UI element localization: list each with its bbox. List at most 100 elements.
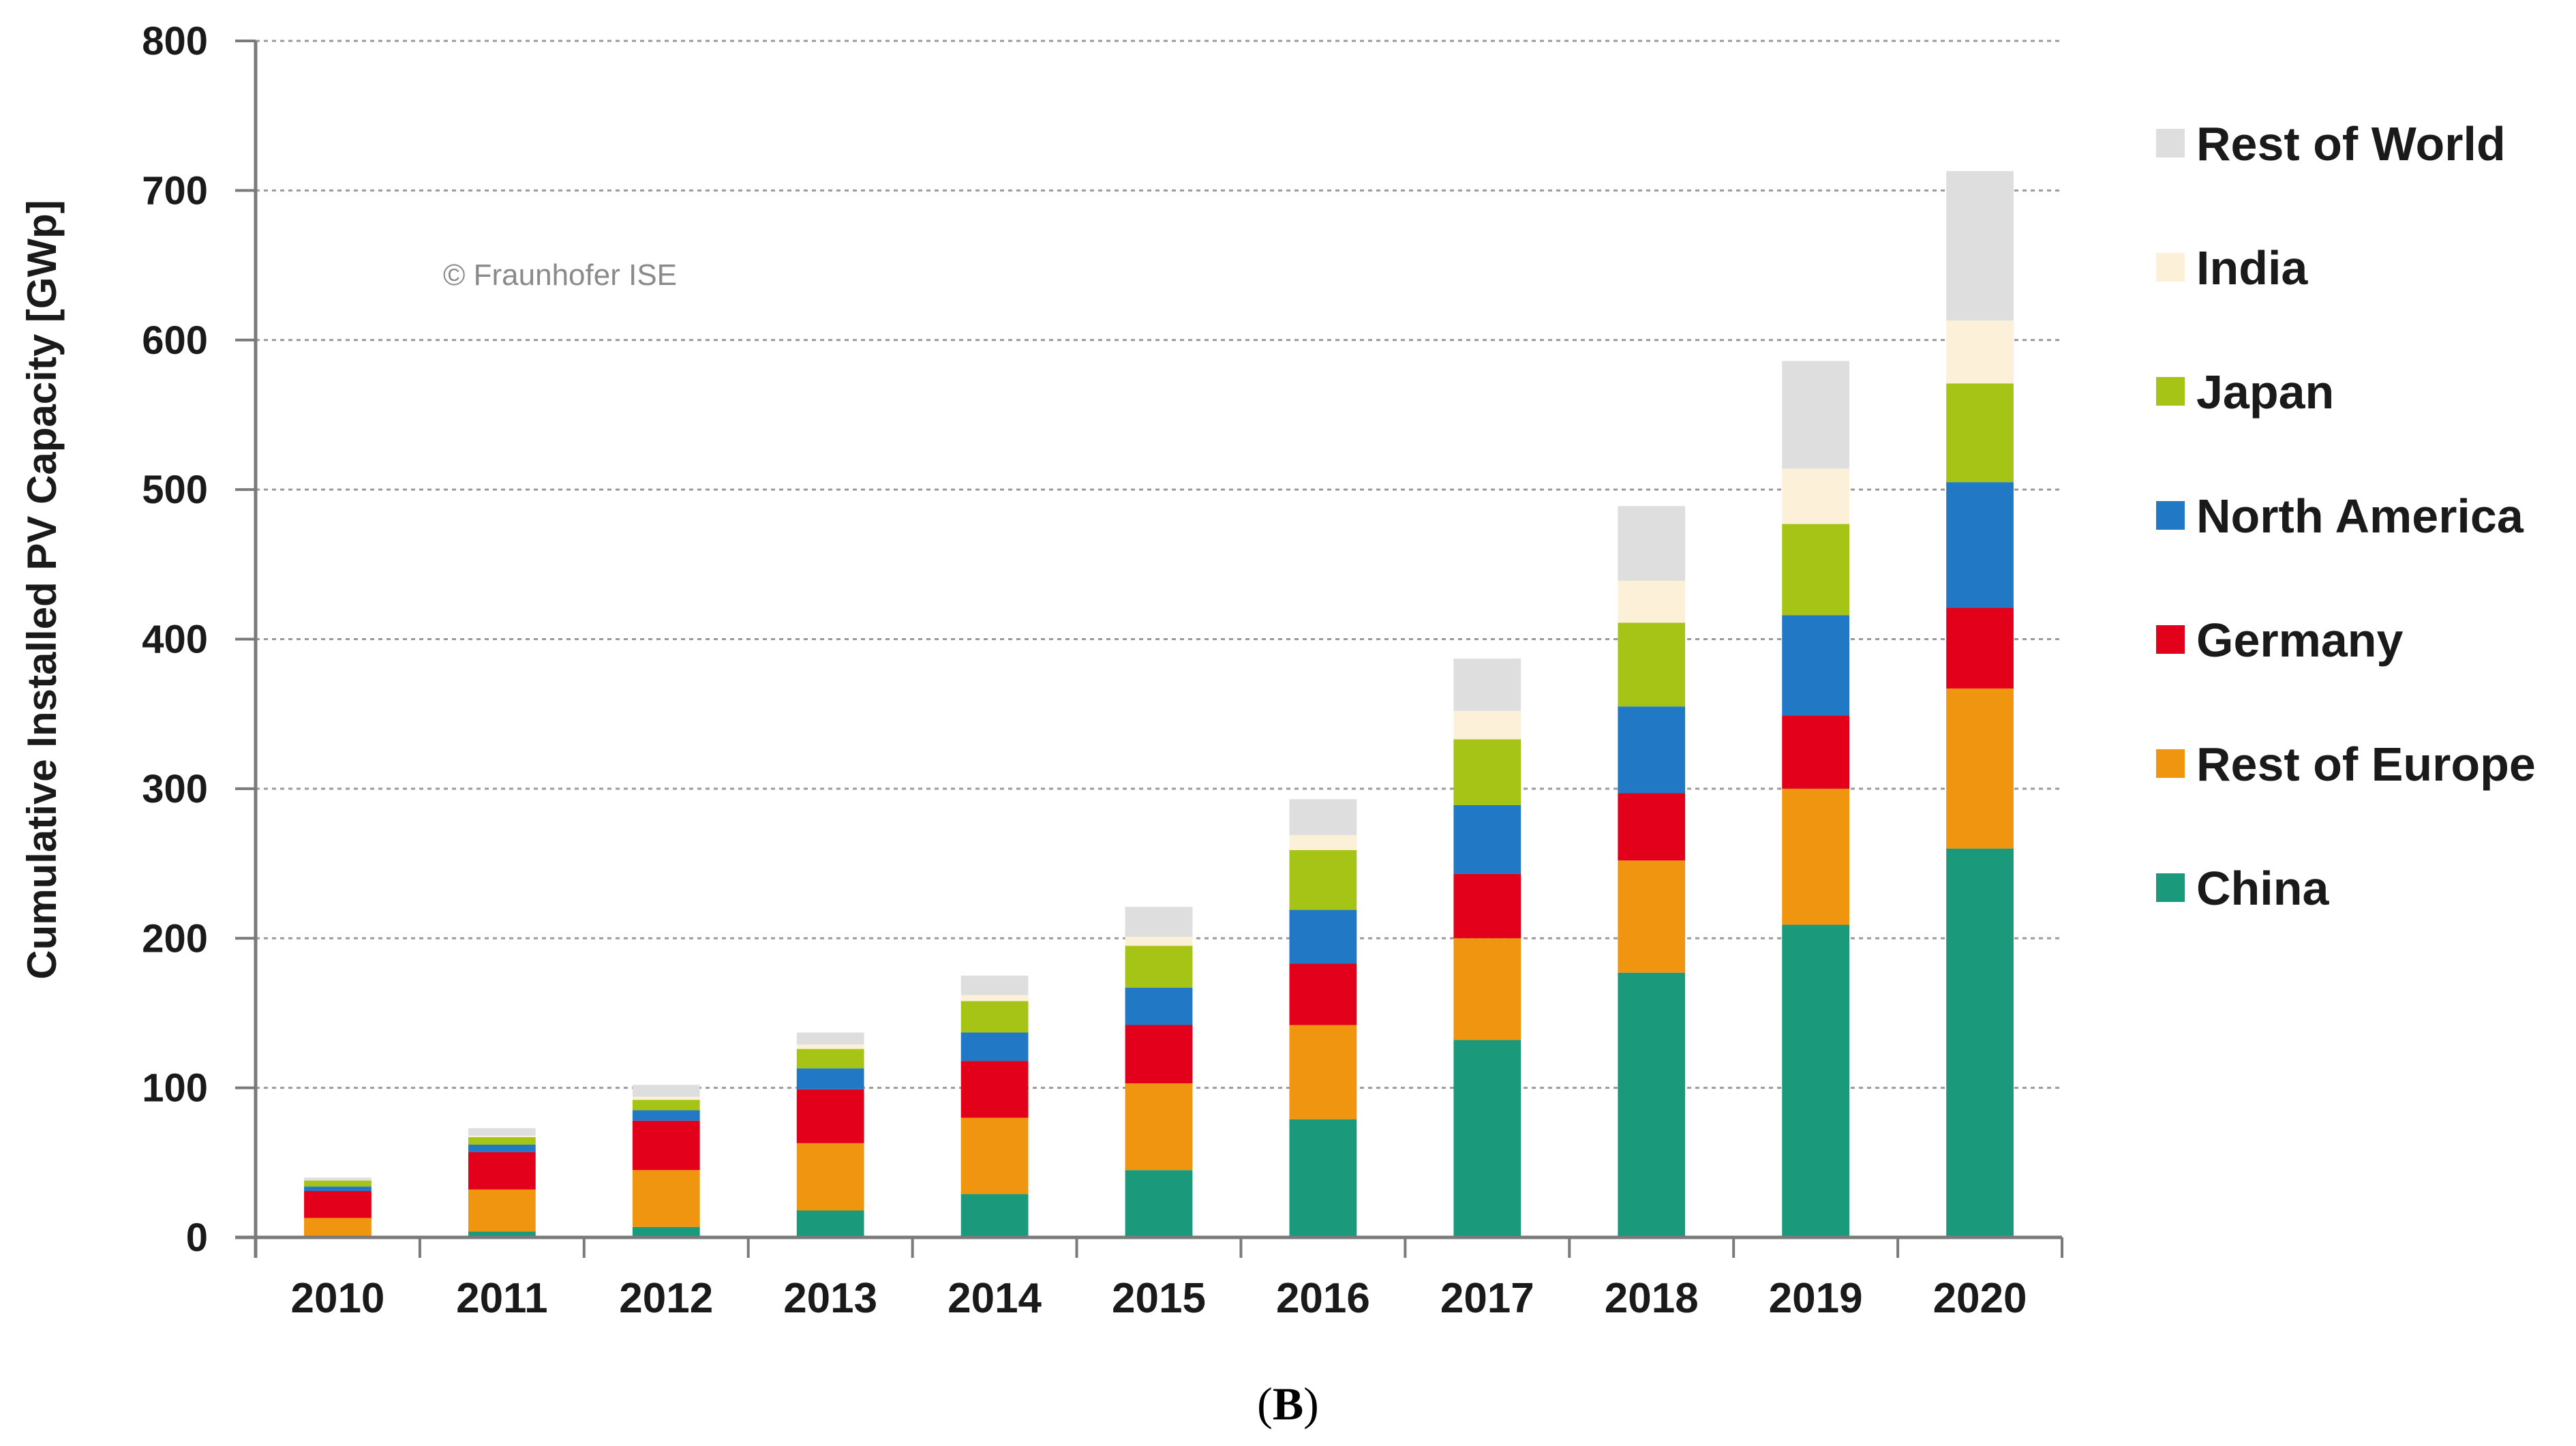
bar-2015-china — [1125, 1170, 1193, 1237]
bar-2014-germany — [960, 1061, 1029, 1118]
legend-swatch — [2156, 749, 2185, 778]
bar-2013-north-america — [796, 1068, 864, 1089]
bar-2019-rest-of-europe — [1782, 788, 1850, 925]
caption-label: B — [1272, 1378, 1304, 1430]
bar-2011-rest-of-world — [468, 1128, 536, 1136]
bar-2010-germany — [304, 1190, 372, 1218]
bar-2011-germany — [468, 1151, 536, 1190]
y-tick-label-400: 400 — [142, 618, 208, 662]
bar-2020-rest-of-world — [1946, 170, 2014, 321]
bar-2017-japan — [1453, 739, 1521, 806]
bar-2019-rest-of-world — [1782, 361, 1850, 469]
bar-2019-china — [1782, 924, 1850, 1237]
bar-2015-north-america — [1125, 987, 1193, 1025]
bar-2019-japan — [1782, 524, 1850, 616]
y-tick-label-300: 300 — [142, 767, 208, 811]
bar-2017-north-america — [1453, 805, 1521, 874]
x-tick-label-2011: 2011 — [456, 1275, 548, 1322]
bar-2010-japan — [304, 1180, 372, 1187]
bar-2012-rest-of-europe — [632, 1170, 700, 1227]
legend-swatch — [2156, 253, 2185, 282]
x-tick-label-2015: 2015 — [1112, 1275, 1206, 1322]
y-tick-labels: 0 100 200 300 400 500 600 700 800 — [142, 19, 208, 1260]
legend: Rest of World India Japan North America Germ… — [2156, 117, 2536, 915]
caption-prefix: ( — [1257, 1378, 1273, 1430]
watermark: © Fraunhofer ISE — [443, 258, 677, 292]
legend-item-germany: Germany — [2156, 614, 2404, 667]
legend-item-china: China — [2156, 862, 2330, 915]
legend-item-india: India — [2156, 241, 2308, 295]
caption-suffix: ) — [1303, 1378, 1319, 1430]
x-tick-label-2012: 2012 — [619, 1275, 713, 1322]
legend-label: Rest of World — [2196, 117, 2506, 170]
bar-2014-japan — [960, 1001, 1029, 1033]
bar-2018-china — [1618, 972, 1686, 1237]
bar-2020-rest-of-europe — [1946, 688, 2014, 849]
legend-label: Rest of Europe — [2196, 738, 2536, 791]
bar-2011-india — [468, 1135, 536, 1138]
bar-2012-india — [632, 1096, 700, 1100]
bar-2014-north-america — [960, 1032, 1029, 1061]
axes — [235, 40, 2063, 1258]
y-tick-label-600: 600 — [142, 318, 208, 363]
bar-2015-rest-of-europe — [1125, 1083, 1193, 1171]
legend-label: India — [2196, 241, 2308, 295]
bar-2020-japan — [1946, 383, 2014, 483]
y-tick-label-200: 200 — [142, 916, 208, 961]
legend-swatch — [2156, 377, 2185, 406]
bar-2013-japan — [796, 1049, 864, 1069]
bar-2013-india — [796, 1044, 864, 1049]
bar-2014-rest-of-world — [960, 976, 1029, 995]
legend-label: Germany — [2196, 614, 2404, 667]
bar-2018-rest-of-world — [1618, 506, 1686, 581]
bar-2017-germany — [1453, 873, 1521, 939]
bar-2010-north-america — [304, 1186, 372, 1191]
figure-caption: (B) — [0, 1377, 2576, 1431]
x-tick-label-2010: 2010 — [290, 1275, 384, 1322]
bar-2020-china — [1946, 848, 2014, 1237]
bar-2013-china — [796, 1210, 864, 1237]
x-tick-label-2014: 2014 — [948, 1275, 1042, 1322]
bar-2015-japan — [1125, 946, 1193, 988]
bar-2012-japan — [632, 1100, 700, 1111]
bar-2020-north-america — [1946, 482, 2014, 608]
bar-2013-rest-of-europe — [796, 1143, 864, 1211]
bar-2018-rest-of-europe — [1618, 860, 1686, 973]
bar-2016-north-america — [1289, 909, 1357, 964]
legend-swatch — [2156, 625, 2185, 654]
bar-2012-north-america — [632, 1110, 700, 1121]
bar-2019-india — [1782, 468, 1850, 524]
x-tick-label-2018: 2018 — [1605, 1275, 1699, 1322]
legend-item-north-america: North America — [2156, 489, 2524, 543]
legend-swatch — [2156, 873, 2185, 902]
bar-2011-china — [468, 1231, 536, 1237]
bar-2011-rest-of-europe — [468, 1189, 536, 1232]
bar-2015-india — [1125, 937, 1193, 946]
bar-2019-north-america — [1782, 615, 1850, 716]
x-tick-label-2016: 2016 — [1276, 1275, 1370, 1322]
y-tick-label-0: 0 — [186, 1216, 208, 1260]
x-tick-label-2013: 2013 — [783, 1275, 877, 1322]
legend-item-japan: Japan — [2156, 365, 2334, 419]
bar-2018-japan — [1618, 622, 1686, 707]
bar-2014-india — [960, 995, 1029, 1001]
bar-2014-china — [960, 1194, 1029, 1237]
bar-2017-india — [1453, 710, 1521, 740]
y-tick-label-800: 800 — [142, 19, 208, 63]
bar-2011-japan — [468, 1137, 536, 1145]
bar-2013-rest-of-world — [796, 1032, 864, 1045]
legend-swatch — [2156, 129, 2185, 157]
bar-2011-north-america — [468, 1144, 536, 1152]
bar-2012-germany — [632, 1120, 700, 1171]
legend-swatch — [2156, 501, 2185, 530]
y-tick-label-700: 700 — [142, 168, 208, 213]
bar-2020-india — [1946, 320, 2014, 384]
bar-2015-rest-of-world — [1125, 907, 1193, 937]
y-axis-title: Cumulative Installed PV Capacity [GWp] — [19, 200, 65, 980]
bar-2016-india — [1289, 834, 1357, 850]
bar-2014-rest-of-europe — [960, 1117, 1029, 1194]
bar-2018-germany — [1618, 793, 1686, 861]
bar-2018-north-america — [1618, 706, 1686, 794]
bar-2017-china — [1453, 1040, 1521, 1237]
